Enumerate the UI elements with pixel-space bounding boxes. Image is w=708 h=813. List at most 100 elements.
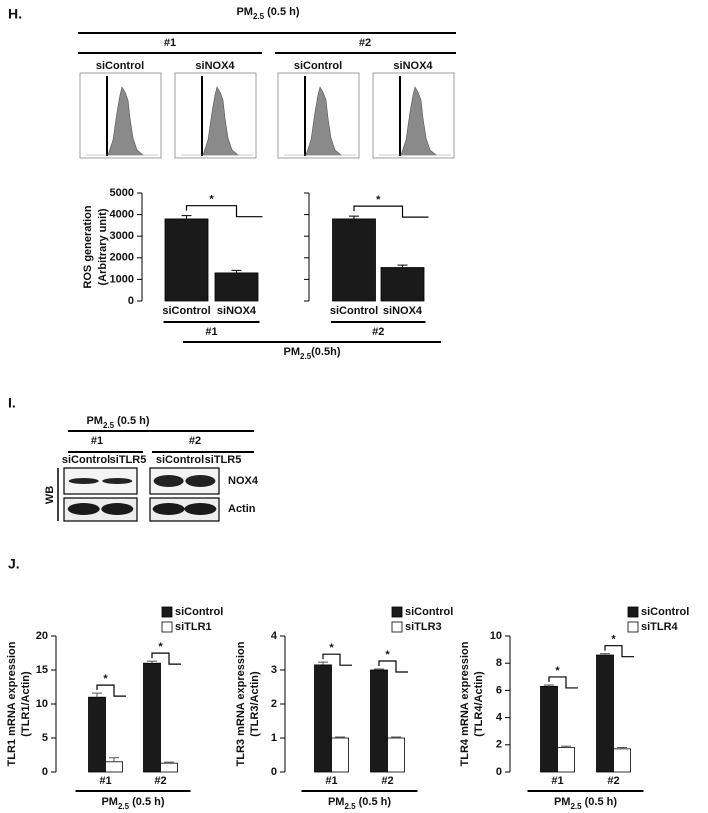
bar <box>596 654 614 773</box>
significance-star: * <box>158 641 163 653</box>
treatment-label: PM2.5 (0.5 h) <box>86 415 149 430</box>
significance-bracket <box>548 676 578 689</box>
x-tick-label: siControl <box>162 305 210 317</box>
significance-star: * <box>385 649 390 661</box>
legend-label: siControl <box>405 606 453 618</box>
y-tick-label: 20 <box>36 630 48 642</box>
bar <box>557 747 575 773</box>
y-tick-label: 5000 <box>110 187 134 199</box>
legend-swatch <box>627 606 639 618</box>
x-tick-label: #2 <box>381 775 393 787</box>
x-tick-label: #1 <box>325 775 337 787</box>
treatment-sub: 2.5 <box>253 12 265 21</box>
band-label: NOX4 <box>228 475 259 487</box>
legend-label: siControl <box>641 606 689 618</box>
treatment-label: PM2.5 (0.5 h) <box>101 796 164 811</box>
treatment-label: PM2.5(0.5h) <box>284 346 341 361</box>
bar <box>160 762 178 773</box>
legend-swatch <box>627 621 639 633</box>
error-bar <box>335 736 345 738</box>
method-label: WB <box>44 486 56 504</box>
bar <box>214 272 259 302</box>
y-axis-label: TLR3 mRNA expression <box>235 641 247 766</box>
x-tick-label: #2 <box>154 775 166 787</box>
blot-band <box>185 475 216 487</box>
error-bar <box>391 736 401 738</box>
x-tick-label: siNOX4 <box>383 305 423 317</box>
flow-label: siControl <box>294 60 342 72</box>
treatment-sub: 2.5 <box>118 802 130 811</box>
significance-star: * <box>209 194 214 206</box>
significance-bracket <box>322 653 352 666</box>
blot-band <box>68 478 99 484</box>
lane-label: siTLR5 <box>110 454 147 466</box>
error-bar <box>318 661 328 665</box>
y-tick-label: 5 <box>42 732 48 744</box>
legend-swatch <box>391 606 403 618</box>
bar <box>143 662 161 773</box>
y-tick-label: 10 <box>36 698 48 710</box>
panel-label: H. <box>8 6 22 22</box>
significance-bracket <box>185 205 263 218</box>
y-tick-label: 4 <box>271 630 278 642</box>
significance-bracket <box>378 660 408 673</box>
treatment-pm: PM <box>554 796 571 808</box>
blot-band <box>152 503 185 515</box>
legend-label: siControl <box>175 606 223 618</box>
flow-label: siNOX4 <box>195 60 235 72</box>
treatment-tail: (0.5 h) <box>129 796 165 808</box>
bar <box>387 737 405 773</box>
treatment-pm: PM <box>328 796 345 808</box>
blot-band <box>102 478 133 484</box>
treatment-tail: (0.5 h) <box>264 6 300 18</box>
significance-star: * <box>329 642 334 654</box>
significance-star: * <box>555 665 560 677</box>
flow-histogram <box>400 86 437 156</box>
legend-label: siTLR1 <box>175 621 212 633</box>
x-tick-label: #1 <box>99 775 111 787</box>
group-label: #2 <box>189 435 201 447</box>
band-label: Actin <box>228 503 256 515</box>
treatment-tail: (0.5 h) <box>356 796 392 808</box>
error-bar <box>617 747 627 749</box>
error-bar <box>600 653 610 656</box>
flow-label: siNOX4 <box>393 60 433 72</box>
y-axis-label: (TLR1/Actin) <box>20 671 32 737</box>
group-label: #1 <box>164 37 176 49</box>
y-tick-label: 0 <box>496 766 502 778</box>
treatment-sub: 2.5 <box>300 352 312 361</box>
y-tick-label: 3 <box>271 664 277 676</box>
legend-label: siTLR3 <box>405 621 442 633</box>
significance-bracket <box>604 645 634 658</box>
x-tick-label: siNOX4 <box>217 305 257 317</box>
blot-band <box>184 503 217 515</box>
group-label: #2 <box>372 326 384 338</box>
bar <box>88 696 106 773</box>
legend-swatch <box>161 621 173 633</box>
y-tick-label: 0 <box>271 766 277 778</box>
y-axis-label: (TLR4/Actin) <box>473 671 485 737</box>
error-bar <box>397 264 408 268</box>
error-bar <box>544 684 554 687</box>
significance-bracket <box>353 205 429 218</box>
y-tick-label: 1000 <box>110 273 134 285</box>
error-bar <box>92 692 102 698</box>
bar <box>540 685 558 773</box>
bar <box>331 737 349 773</box>
y-axis-label: (TLR3/Actin) <box>249 671 261 737</box>
bar <box>370 669 388 773</box>
bar <box>613 748 631 773</box>
bar <box>164 218 209 302</box>
significance-star: * <box>103 673 108 685</box>
treatment-pm: PM <box>236 6 253 18</box>
y-axis-label: TLR1 mRNA expression <box>6 641 18 766</box>
error-bar <box>349 215 359 219</box>
treatment-label: PM2.5 (0.5 h) <box>236 6 299 21</box>
flow-histogram <box>107 86 144 156</box>
error-bar <box>164 761 174 764</box>
blot-band <box>153 475 184 487</box>
panel-label: J. <box>8 556 20 572</box>
treatment-sub: 2.5 <box>570 802 582 811</box>
significance-bracket <box>96 684 126 697</box>
